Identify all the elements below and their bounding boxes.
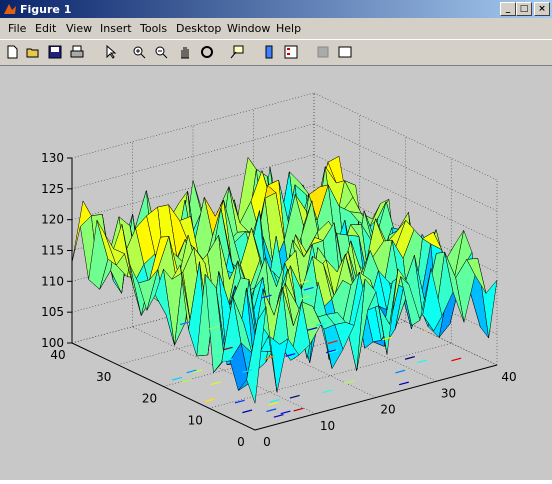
zoom-in-icon[interactable] <box>132 45 146 59</box>
x-tick-label: 20 <box>380 403 395 417</box>
print-icon[interactable] <box>70 45 84 59</box>
y-tick-label: 10 <box>188 413 203 427</box>
menu-item[interactable]: Desktop <box>176 22 221 35</box>
y-tick-label: 20 <box>142 392 157 406</box>
z-tick-label: 105 <box>41 305 64 319</box>
minimize-button[interactable]: _ <box>500 2 516 16</box>
contour-trace <box>405 357 415 360</box>
z-tick-label: 130 <box>41 151 64 165</box>
contour-trace <box>399 382 409 385</box>
zoom-out-icon[interactable] <box>154 45 168 59</box>
pan-icon[interactable] <box>178 45 192 59</box>
menu-bar: File Edit View Insert Tools Desktop Window Help <box>0 18 552 38</box>
contour-trace <box>172 377 182 380</box>
colorbar-icon[interactable] <box>262 45 276 59</box>
contour-trace <box>281 411 291 414</box>
contour-trace <box>205 399 215 402</box>
menu-item[interactable]: File <box>8 22 26 35</box>
contour-trace <box>211 382 221 385</box>
contour-trace <box>417 360 427 363</box>
contour-trace <box>266 409 276 412</box>
contour-trace <box>274 415 284 418</box>
contour-trace <box>395 370 405 373</box>
toolbar <box>0 39 552 66</box>
contour-trace <box>451 358 461 361</box>
y-tick-label: 0 <box>237 435 245 449</box>
rotate-icon[interactable] <box>200 45 214 59</box>
menu-item[interactable]: Tools <box>140 22 167 35</box>
x-tick-label: 30 <box>441 386 456 400</box>
contour-trace <box>294 408 304 411</box>
close-button[interactable]: × <box>534 2 550 16</box>
maximize-button[interactable]: □ <box>516 2 532 16</box>
contour-trace <box>242 410 252 413</box>
menu-item[interactable]: View <box>66 22 92 35</box>
contour-trace <box>181 379 191 382</box>
menu-item[interactable]: Insert <box>100 22 132 35</box>
menu-item[interactable]: Edit <box>35 22 56 35</box>
menu-item[interactable]: Window <box>227 22 270 35</box>
x-tick-label: 0 <box>263 435 271 449</box>
contour-trace <box>345 381 355 384</box>
x-tick-label: 40 <box>501 370 516 384</box>
z-tick-label: 110 <box>41 274 64 288</box>
pointer-icon[interactable] <box>104 45 118 59</box>
z-tick-label: 115 <box>41 244 64 258</box>
x-tick-label: 10 <box>320 419 335 433</box>
contour-trace <box>290 395 300 398</box>
title-bar: Figure 1 _ □ × <box>0 0 552 18</box>
open-icon[interactable] <box>26 45 40 59</box>
grid-line <box>72 124 314 189</box>
new-icon[interactable] <box>5 45 19 59</box>
y-tick-label: 40 <box>50 348 65 362</box>
legend-icon[interactable] <box>284 45 298 59</box>
z-tick-label: 125 <box>41 182 64 196</box>
surface-patch <box>269 336 288 393</box>
contour-trace <box>323 390 333 393</box>
data-cursor-icon[interactable] <box>230 45 244 59</box>
save-icon[interactable] <box>48 45 62 59</box>
contour-trace <box>235 400 245 403</box>
z-tick-label: 120 <box>41 213 64 227</box>
window-title: Figure 1 <box>20 3 71 16</box>
y-tick-label: 30 <box>96 370 111 384</box>
menu-item[interactable]: Help <box>276 22 301 35</box>
hide-tools-icon[interactable] <box>316 45 330 59</box>
show-tools-icon[interactable] <box>338 45 352 59</box>
app-icon <box>3 2 17 16</box>
